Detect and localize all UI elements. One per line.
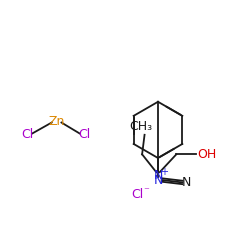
Text: Cl: Cl [78,128,91,141]
Text: CH₃: CH₃ [129,120,152,133]
Text: Cl: Cl [131,188,143,201]
Text: N: N [153,168,163,181]
Text: Cl: Cl [21,128,33,141]
Text: OH: OH [197,148,216,161]
Text: N: N [182,176,192,189]
Text: +: + [160,167,168,177]
Text: N: N [153,174,163,186]
Text: ⁻: ⁻ [143,186,149,196]
Text: Zn: Zn [48,115,65,128]
